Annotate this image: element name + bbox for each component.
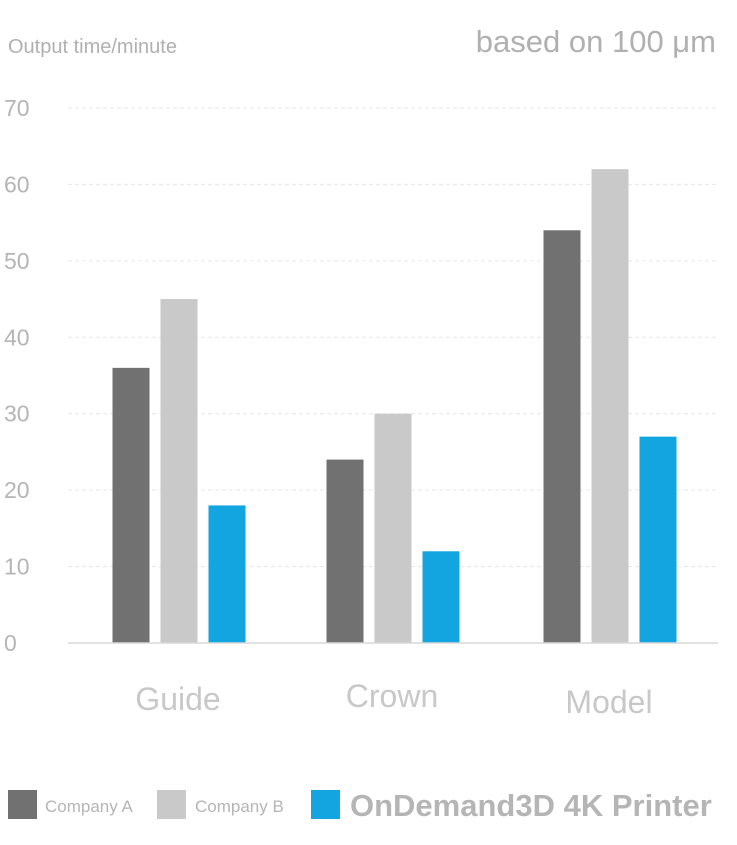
y-tick-label: 40 (4, 324, 30, 350)
bar-guide-series-0 (112, 367, 150, 643)
y-tick-label: 50 (4, 248, 30, 274)
y-axis-label: Output time/minute (8, 36, 177, 58)
x-category-label: Model (565, 684, 652, 720)
y-tick-label: 70 (4, 95, 30, 121)
legend-swatch (157, 790, 186, 819)
bar-model-series-0 (543, 230, 581, 644)
bar-guide-series-1 (160, 299, 198, 643)
legend-label: Company A (45, 797, 134, 816)
legend-label: OnDemand3D 4K Printer (350, 788, 712, 823)
bars (112, 169, 677, 644)
bar-guide-series-2 (208, 505, 246, 643)
y-axis-ticks: 0 10 20 30 40 50 60 70 (4, 95, 30, 656)
x-category-label: Guide (135, 681, 220, 717)
legend: Company A Company B OnDemand3D 4K Printer (8, 788, 712, 823)
y-tick-label: 0 (4, 630, 17, 656)
bar-model-series-1 (591, 169, 629, 643)
bar-model-series-2 (639, 436, 677, 643)
x-category-label: Crown (346, 678, 438, 714)
bar-crown-series-0 (326, 459, 364, 643)
chart-subtitle: based on 100 μm (476, 24, 716, 59)
legend-label: Company B (195, 797, 284, 816)
x-axis-categories: Guide Crown Model (135, 678, 652, 720)
y-tick-label: 20 (4, 477, 30, 503)
y-tick-label: 30 (4, 401, 30, 427)
bar-crown-series-2 (422, 551, 460, 643)
legend-swatch (311, 790, 340, 819)
y-tick-label: 10 (4, 554, 30, 580)
y-tick-label: 60 (4, 171, 30, 197)
legend-swatch (8, 790, 37, 819)
bar-crown-series-1 (374, 413, 412, 643)
